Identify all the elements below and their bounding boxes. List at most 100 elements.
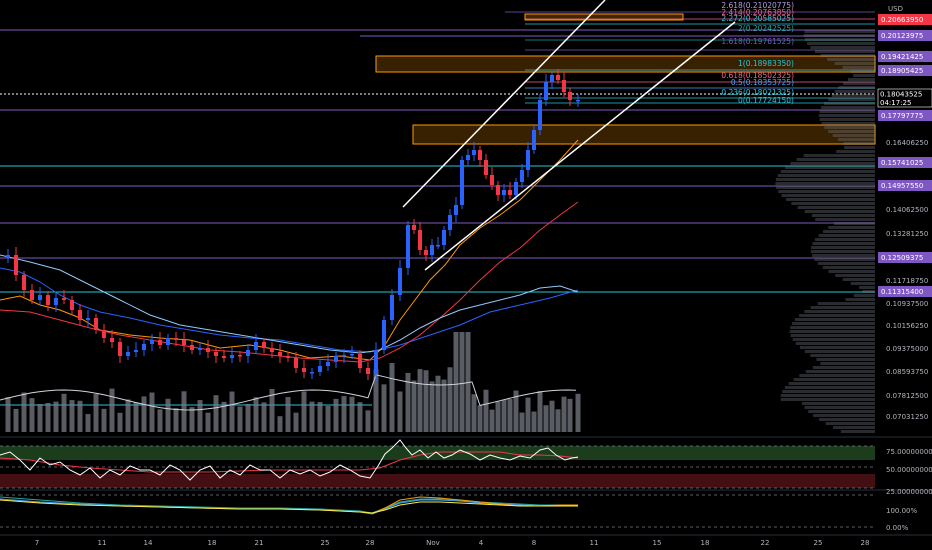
candle bbox=[38, 287, 42, 305]
time-axis-label: 4 bbox=[479, 539, 484, 547]
volume-bar bbox=[117, 412, 123, 432]
price-axis[interactable]: 0.171875000.164062500.140625000.13281250… bbox=[877, 5, 932, 532]
volume-bar bbox=[141, 396, 147, 432]
volume-bar bbox=[173, 408, 179, 432]
volume-bar bbox=[405, 372, 411, 432]
volume-bar bbox=[525, 397, 531, 432]
candle bbox=[502, 184, 506, 202]
candle bbox=[520, 164, 524, 188]
volume-bar bbox=[309, 401, 315, 432]
volume-bar bbox=[21, 392, 27, 432]
level-badges: 0.20663950 0.20123975 0.19421425 0.18905425… bbox=[878, 14, 932, 297]
time-axis[interactable]: 7 11 14 18 21 25 28 Nov 4 8 11 15 18 22 25 28 bbox=[0, 534, 932, 547]
volume-bar bbox=[429, 381, 435, 432]
price-axis-label: 0.16406250 bbox=[886, 139, 928, 147]
ma-red bbox=[0, 201, 579, 363]
candle bbox=[238, 351, 242, 362]
candle bbox=[110, 330, 114, 348]
fib-label: 0.5(0.18353725) bbox=[731, 78, 794, 87]
candle bbox=[230, 347, 234, 363]
level-badge: 0.20123975 bbox=[878, 30, 932, 41]
candle bbox=[254, 334, 258, 354]
candle bbox=[532, 126, 536, 154]
supply-demand-zones[interactable] bbox=[375, 13, 876, 145]
volume-bar bbox=[483, 389, 489, 432]
candle bbox=[454, 197, 458, 222]
volume-bar bbox=[357, 402, 363, 432]
candle bbox=[318, 360, 322, 376]
time-axis-label: 15 bbox=[653, 539, 662, 547]
volume-bar bbox=[101, 408, 107, 432]
volume-bar bbox=[229, 391, 235, 432]
volume-bar bbox=[197, 400, 203, 432]
currency-label: USD bbox=[888, 5, 903, 13]
volume-bar bbox=[181, 391, 187, 432]
candle bbox=[508, 182, 512, 199]
volume-bar bbox=[61, 393, 67, 432]
volume-bar bbox=[397, 391, 403, 432]
volume-bar bbox=[149, 392, 155, 432]
level-badge-text: 0.12509375 bbox=[881, 254, 923, 262]
candle bbox=[576, 94, 580, 107]
fib-label: 2.618(0.21020775) bbox=[721, 1, 794, 10]
volume-bar bbox=[125, 399, 131, 432]
time-axis-labels: 7 11 14 18 21 25 28 Nov 4 8 11 15 18 22 25 28 bbox=[35, 539, 870, 547]
volume-bar bbox=[453, 332, 459, 432]
candlesticks[interactable] bbox=[6, 69, 580, 381]
candle bbox=[94, 314, 98, 334]
level-badge-text: 0.18905425 bbox=[881, 67, 923, 75]
time-axis-label: 14 bbox=[144, 539, 153, 547]
volume-bar bbox=[237, 406, 243, 432]
candle bbox=[214, 348, 218, 363]
candle bbox=[62, 290, 66, 304]
price-axis-label: 0.10156250 bbox=[886, 322, 928, 330]
level-badge: 0.20663950 bbox=[878, 14, 932, 25]
candle bbox=[222, 350, 226, 362]
candle bbox=[550, 71, 554, 89]
candle bbox=[190, 341, 194, 354]
volume-bar bbox=[69, 400, 75, 432]
time-axis-label: 8 bbox=[532, 539, 536, 547]
price-axis-label: 0.07812500 bbox=[886, 392, 928, 400]
candle bbox=[150, 334, 154, 351]
time-axis-label: 21 bbox=[255, 539, 264, 547]
volume-bar bbox=[507, 399, 513, 432]
fib-levels bbox=[505, 11, 875, 104]
candle bbox=[382, 316, 386, 354]
trend-channel[interactable] bbox=[402, 0, 736, 271]
volume-bar bbox=[365, 410, 371, 432]
volume-bar bbox=[381, 384, 387, 432]
volume-profile bbox=[775, 30, 875, 433]
ma-light bbox=[0, 254, 579, 354]
price-axis-label: 0.13281250 bbox=[886, 230, 928, 238]
oscillator-pane[interactable] bbox=[0, 489, 932, 528]
volume-bar bbox=[531, 411, 537, 432]
level-badge: 0.19421425 bbox=[878, 51, 932, 62]
volume-bar bbox=[465, 332, 471, 432]
volume-bar bbox=[447, 367, 453, 432]
price-axis-label: 0.08593750 bbox=[886, 368, 928, 376]
rsi-pane[interactable] bbox=[0, 436, 932, 489]
candle bbox=[490, 167, 494, 190]
time-axis-label: 28 bbox=[861, 539, 870, 547]
price-axis-label: 0.10937500 bbox=[886, 300, 928, 308]
ma-blue bbox=[0, 267, 579, 353]
volume-ma-line bbox=[0, 374, 577, 411]
level-badge-text: 0.17797775 bbox=[881, 112, 923, 120]
price-pane[interactable] bbox=[0, 0, 876, 433]
candle bbox=[568, 88, 572, 106]
volume-bar bbox=[221, 401, 227, 432]
volume-bar bbox=[441, 379, 447, 432]
volume-bar bbox=[77, 400, 83, 432]
volume-bar bbox=[53, 401, 59, 432]
time-axis-label: 11 bbox=[590, 539, 599, 547]
fib-label: 2(0.20242525) bbox=[738, 24, 794, 33]
osc-yellow-line bbox=[0, 499, 578, 514]
level-badge: 0.15741025 bbox=[878, 157, 932, 168]
volume-bar bbox=[389, 363, 395, 432]
volume-bar bbox=[253, 397, 259, 432]
candle bbox=[118, 338, 122, 363]
candle bbox=[102, 324, 106, 343]
rsi-level-75: 75.00000000 bbox=[886, 448, 932, 456]
